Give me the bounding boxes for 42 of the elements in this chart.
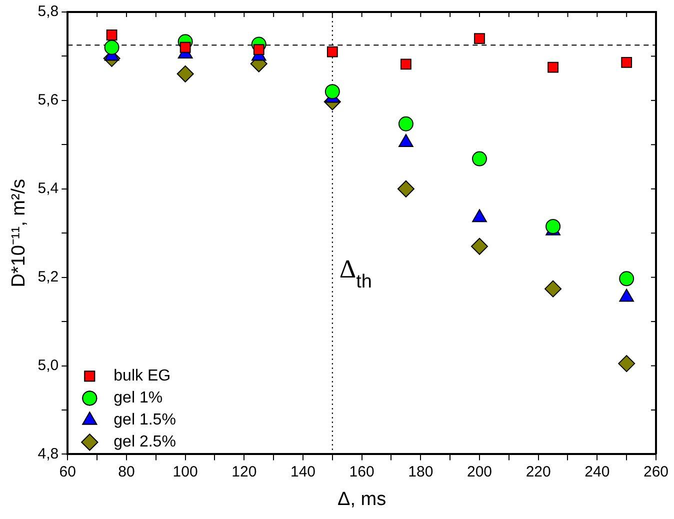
x-axis-title: Δ, ms xyxy=(338,488,386,510)
x-tick-label: 60 xyxy=(59,463,76,480)
point xyxy=(106,30,118,40)
y-tick-label: 5,8 xyxy=(38,3,59,20)
x-tick-label: 180 xyxy=(408,463,434,480)
point xyxy=(619,271,634,286)
y-tick-label: 5,4 xyxy=(38,180,59,198)
point xyxy=(180,42,191,53)
legend-label: gel 2.5% xyxy=(114,434,176,451)
legend-label: gel 1.5% xyxy=(114,412,176,429)
y-axis-title: D*10⁻¹¹, m²/s xyxy=(8,178,30,288)
legend-label: gel 1% xyxy=(114,390,163,407)
y-tick-label: 5,6 xyxy=(38,92,59,109)
point xyxy=(397,180,414,198)
point xyxy=(618,355,636,372)
point xyxy=(470,238,488,255)
legend-label: bulk EG xyxy=(114,368,171,385)
point xyxy=(324,84,340,100)
x-tick-label: 140 xyxy=(290,463,316,480)
point xyxy=(253,44,264,56)
y-tick-label: 4,8 xyxy=(38,445,59,462)
point xyxy=(398,116,414,132)
x-tick-label: 220 xyxy=(526,463,551,480)
point xyxy=(400,58,412,70)
point xyxy=(472,151,487,166)
x-tick-label: 260 xyxy=(643,463,669,480)
y-tick-label: 5,2 xyxy=(38,268,59,286)
x-tick-label: 200 xyxy=(466,463,492,480)
x-tick-label: 160 xyxy=(349,463,374,480)
point xyxy=(104,40,120,55)
x-tick-label: 100 xyxy=(172,463,198,480)
point xyxy=(474,33,485,44)
point xyxy=(621,56,632,68)
point xyxy=(326,46,338,58)
point xyxy=(546,218,561,234)
x-tick-label: 120 xyxy=(232,463,257,480)
point xyxy=(176,65,194,82)
point xyxy=(544,280,562,298)
y-tick-label: 5,0 xyxy=(38,356,59,374)
point xyxy=(548,62,558,73)
x-tick-label: 80 xyxy=(118,463,135,480)
x-tick-label: 240 xyxy=(584,463,610,480)
